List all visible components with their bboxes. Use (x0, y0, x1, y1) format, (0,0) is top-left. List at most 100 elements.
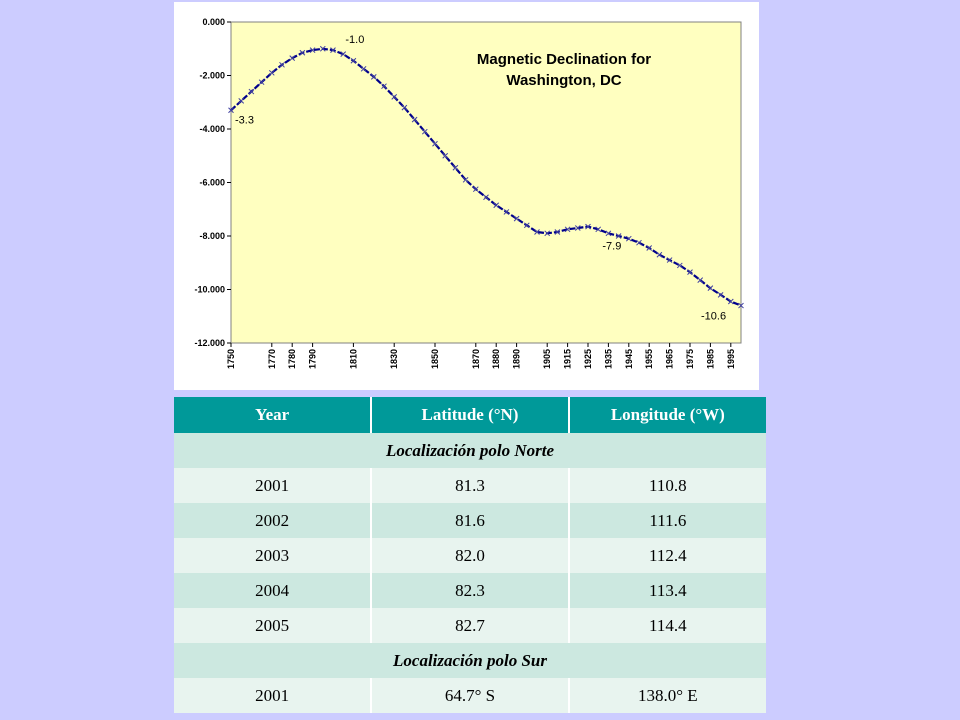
data-point (493, 202, 500, 209)
data-point (391, 94, 398, 100)
cell-year: 2003 (174, 538, 373, 573)
data-point (432, 140, 438, 147)
data-point (401, 104, 408, 111)
data-point (636, 239, 642, 246)
declination-chart: 0.000 -2.000 -4.000 -6.000 -8.000 -10.000 -12.… (194, 17, 744, 369)
cell-longitude: 112.4 (568, 538, 766, 573)
data-point (707, 285, 714, 292)
data-point (676, 262, 683, 269)
data-point (717, 291, 724, 298)
data-point (228, 107, 234, 114)
data-point (248, 88, 255, 95)
data-point (462, 176, 469, 183)
data-point (238, 98, 245, 104)
x-tick-label: 1925 (583, 349, 593, 369)
data-point (625, 235, 632, 242)
table-row: 2001 81.3 110.8 (174, 468, 766, 503)
data-point (452, 164, 459, 171)
table-row: 2002 81.6 111.6 (174, 503, 766, 538)
cell-latitude: 81.3 (371, 468, 570, 503)
x-tick-label: 1965 (665, 349, 675, 369)
data-label: -1.0 (345, 34, 364, 46)
x-tick-label: 1830 (389, 349, 399, 369)
x-tick-label: 1770 (267, 349, 277, 369)
plot-area (230, 21, 742, 344)
data-point (309, 47, 316, 53)
cell-year: 2001 (174, 678, 373, 713)
cell-longitude: 114.4 (568, 608, 766, 643)
data-point (268, 69, 275, 76)
x-tick-label: 1750 (226, 349, 236, 369)
data-point (574, 225, 581, 231)
pole-location-table: Year Latitude (°N) Longitude (°W) Locali… (174, 397, 766, 713)
data-label: -10.6 (701, 311, 726, 323)
data-point (554, 229, 561, 235)
data-point (483, 194, 489, 201)
cell-latitude: 82.0 (371, 538, 570, 573)
x-tick-label: 1780 (287, 349, 297, 369)
x-tick-label: 1935 (603, 349, 613, 369)
x-tick-label: 1945 (624, 349, 634, 369)
table-row: 2001 64.7° S 138.0° E (174, 678, 766, 713)
table-row: 2003 82.0 112.4 (174, 538, 766, 573)
section-north-label: Localización polo Norte (174, 433, 766, 468)
cell-year: 2005 (174, 608, 373, 643)
data-point (421, 128, 428, 135)
data-point (666, 257, 673, 263)
table-header-row: Year Latitude (°N) Longitude (°W) (174, 397, 766, 433)
x-tick-label: 1850 (430, 349, 440, 369)
x-tick-label: 1790 (308, 349, 318, 369)
data-point (411, 116, 418, 123)
data-point (299, 49, 306, 56)
x-tick-label: 1890 (512, 349, 522, 369)
data-point (370, 73, 377, 80)
x-tick-label: 1905 (542, 349, 552, 369)
cell-year: 2004 (174, 573, 373, 608)
data-point (340, 51, 347, 57)
data-point (503, 209, 510, 215)
data-point (472, 186, 479, 193)
data-point (738, 302, 744, 309)
data-point (360, 65, 367, 72)
x-tick-label: 1995 (726, 349, 736, 369)
y-tick-label: 0.000 (202, 17, 225, 27)
x-tick-label: 1975 (685, 349, 695, 369)
cell-latitude: 82.7 (371, 608, 570, 643)
data-point (330, 47, 336, 53)
data-point (544, 230, 551, 237)
x-tick-label: 1915 (563, 349, 573, 369)
cell-longitude: 113.4 (568, 573, 766, 608)
table-row: 2004 82.3 113.4 (174, 573, 766, 608)
data-point (687, 269, 693, 275)
x-tick-label: 1985 (705, 349, 715, 369)
data-point (697, 277, 704, 283)
cell-longitude: 110.8 (568, 468, 766, 503)
data-point (656, 251, 663, 258)
y-tick-label: -2.000 (199, 71, 225, 81)
cell-latitude: 81.6 (371, 503, 570, 538)
chart-title: Magnetic Declination for (477, 51, 651, 68)
y-tick-label: -4.000 (199, 124, 225, 134)
data-point (595, 226, 602, 233)
x-tick-label: 1870 (471, 349, 481, 369)
cell-latitude: 82.3 (371, 573, 570, 608)
chart-panel: 0.000 -2.000 -4.000 -6.000 -8.000 -10.000 -12.… (174, 2, 759, 390)
data-point (605, 230, 612, 237)
cell-longitude: 111.6 (568, 503, 766, 538)
x-tick-label: 1810 (348, 349, 358, 369)
data-label: -3.3 (235, 114, 254, 126)
y-tick-label: -6.000 (199, 178, 225, 188)
cell-year: 2001 (174, 468, 373, 503)
x-tick-label: 1880 (491, 349, 501, 369)
data-point (319, 45, 326, 52)
data-label: -7.9 (602, 240, 621, 252)
y-tick-label: -12.000 (194, 338, 225, 348)
data-point (534, 229, 540, 235)
section-north-row: Localización polo Norte (174, 433, 766, 468)
y-tick-label: -8.000 (199, 231, 225, 241)
table-row: 2005 82.7 114.4 (174, 608, 766, 643)
header-longitude: Longitude (°W) (568, 397, 766, 433)
data-point (289, 55, 296, 61)
data-point (279, 61, 285, 68)
y-tick-label: -10.000 (194, 285, 225, 295)
